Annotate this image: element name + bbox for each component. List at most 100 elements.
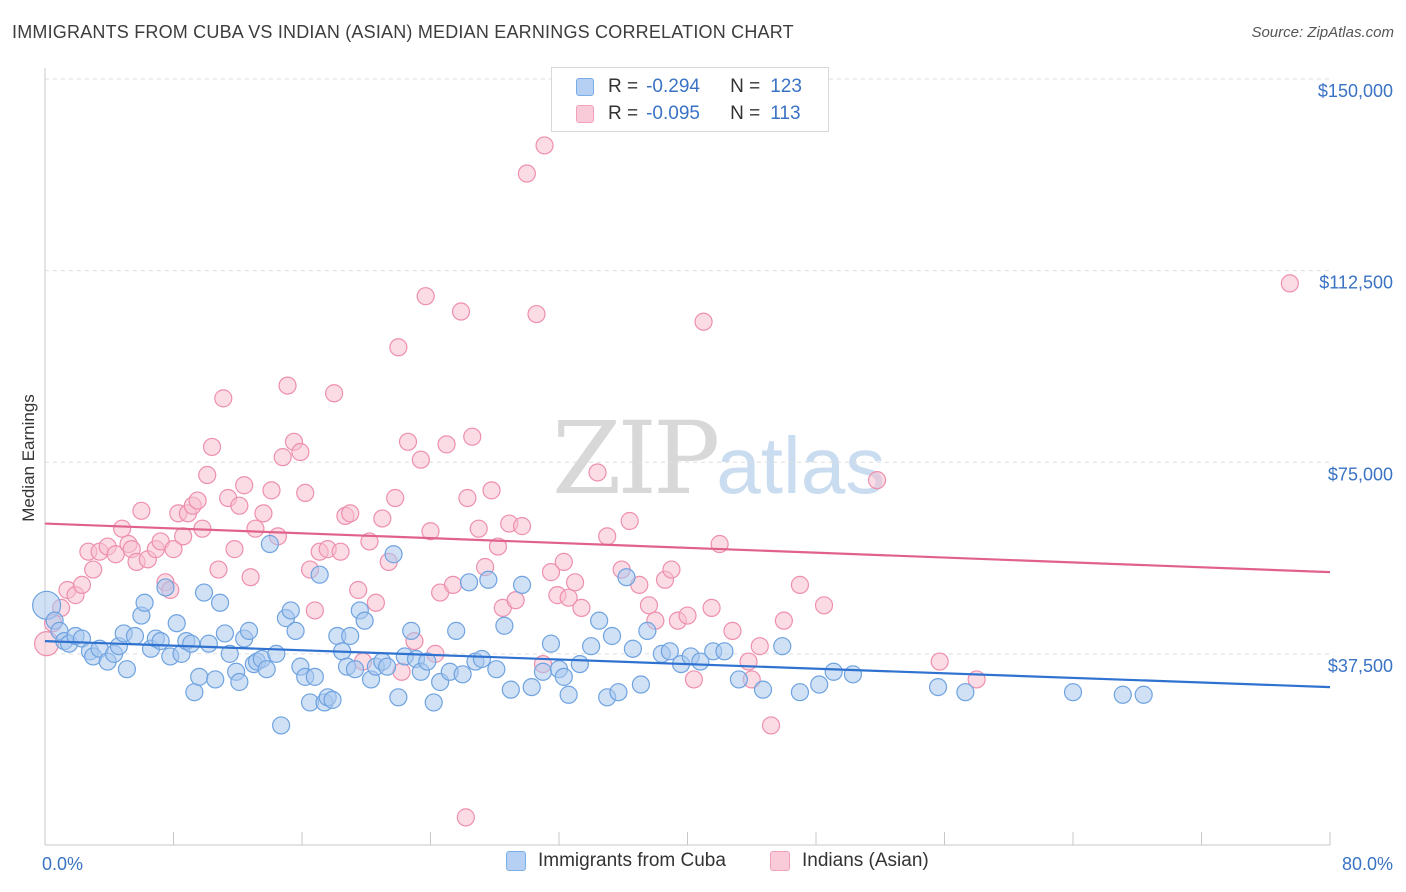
indians-point-51 — [331, 542, 350, 561]
cuba-point-45 — [272, 716, 291, 735]
cuba-point-101 — [623, 639, 642, 658]
trend-line-cuba — [44, 640, 1331, 689]
indians-point-67 — [421, 522, 440, 541]
cuba-point-56 — [323, 690, 342, 709]
cuba-point-89 — [533, 662, 553, 681]
cuba-point-28 — [190, 667, 209, 686]
indians-point-91 — [565, 573, 585, 592]
indians-point-111 — [774, 611, 793, 630]
cuba-point-116 — [824, 662, 843, 681]
cuba-point-82 — [472, 649, 491, 669]
cuba-point-83 — [479, 570, 498, 589]
legend-r-label: R = — [608, 103, 639, 124]
indians-point-54 — [349, 580, 368, 600]
indians-point-71 — [443, 575, 463, 594]
cuba-point-36 — [230, 672, 249, 692]
indians-point-37 — [246, 519, 265, 538]
indians-point-31 — [214, 389, 233, 408]
cuba-point-85 — [495, 616, 514, 635]
indians-point-44 — [291, 442, 310, 462]
x-tick-label-max: 80.0% — [1342, 854, 1393, 874]
indians-point-93 — [588, 463, 607, 482]
cuba-point-113 — [773, 637, 792, 656]
legend-r-value: -0.294 — [646, 76, 700, 97]
indians-point-30 — [209, 560, 228, 579]
cuba-point-52 — [305, 667, 324, 686]
indians-point-90 — [559, 588, 578, 607]
indians-point-58 — [373, 509, 392, 528]
cuba-point-93 — [559, 685, 578, 704]
cuba-point-33 — [215, 624, 234, 643]
indians-point-21 — [164, 540, 183, 559]
x-tick-labels: 0.0% 80.0% — [42, 854, 1393, 874]
correlation-legend: R = -0.294 N = 123 R = -0.095 N = 113 — [551, 67, 829, 132]
indians-point-61 — [389, 338, 408, 357]
indians-point-96 — [620, 511, 639, 531]
indians-point-84 — [527, 304, 546, 324]
cuba-point-21 — [156, 578, 175, 597]
watermark-zip: ZIP — [552, 400, 720, 517]
cuba-point-94 — [570, 654, 589, 674]
indians-point-15 — [132, 501, 151, 520]
cuba-point-63 — [355, 611, 374, 630]
x-tick-label-min: 0.0% — [42, 854, 83, 874]
cuba-point-119 — [956, 683, 975, 702]
indians-point-94 — [598, 527, 617, 546]
gridlines — [45, 78, 1330, 655]
cuba-point-121 — [1113, 685, 1132, 704]
cuba-point-60 — [341, 626, 360, 646]
indians-point-83 — [517, 164, 536, 183]
indians-point-65 — [411, 450, 430, 469]
cuba-point-110 — [715, 642, 734, 661]
trend-lines — [44, 522, 1331, 689]
y-tick-label-0: $37,500 — [1328, 656, 1393, 676]
source-label: Source: ZipAtlas.com — [1251, 24, 1394, 41]
y-tick-label-3: $150,000 — [1318, 81, 1393, 101]
indians-point-5 — [72, 575, 92, 594]
legend-swatch-blue — [576, 78, 594, 96]
indians-point-92 — [572, 598, 591, 617]
y-axis-label: Median Earnings — [19, 394, 38, 522]
indians-point-77 — [482, 481, 501, 500]
indians-point-33 — [225, 540, 244, 559]
legend-n-label: N = — [730, 76, 761, 97]
cuba-point-44 — [267, 644, 286, 663]
indians-point-60 — [386, 488, 405, 508]
cuba-point-47 — [281, 601, 300, 620]
indians-point-11 — [112, 519, 132, 538]
cuba-point-100 — [617, 568, 636, 587]
indians-point-103 — [678, 606, 697, 625]
indians-point-72 — [451, 302, 471, 321]
indians-point-101 — [662, 560, 681, 579]
indians-point-66 — [416, 287, 435, 306]
cuba-point-29 — [194, 583, 214, 602]
series-legend: Immigrants from Cuba Indians (Asian) — [0, 850, 1406, 878]
cuba-point-86 — [501, 680, 520, 699]
cuba-point-43 — [260, 534, 279, 554]
chart-title: IMMIGRANTS FROM CUBA VS INDIAN (ASIAN) M… — [12, 22, 794, 42]
series-indians-asian-points — [34, 136, 1299, 827]
indians-point-26 — [188, 491, 207, 510]
cuba-point-120 — [1063, 683, 1083, 702]
indians-point-116 — [1280, 274, 1299, 293]
cuba-point-102 — [631, 675, 651, 694]
axes — [44, 68, 1331, 846]
cuba-point-99 — [609, 683, 628, 702]
cuba-point-67 — [378, 657, 397, 676]
cuba-point-71 — [402, 621, 421, 640]
indians-point-114 — [930, 652, 949, 671]
legend-swatch-pink — [770, 851, 790, 871]
cuba-point-115 — [810, 675, 829, 694]
indians-point-41 — [273, 448, 292, 467]
indians-point-81 — [506, 591, 525, 610]
indians-point-56 — [360, 532, 379, 551]
indians-point-82 — [512, 517, 532, 536]
indians-point-36 — [241, 568, 260, 587]
cuba-point-32 — [210, 593, 230, 612]
cuba-point-53 — [310, 565, 329, 584]
indians-point-38 — [254, 504, 273, 523]
cuba-point-78 — [447, 621, 466, 640]
indians-point-73 — [458, 488, 477, 508]
indians-point-39 — [262, 481, 281, 500]
